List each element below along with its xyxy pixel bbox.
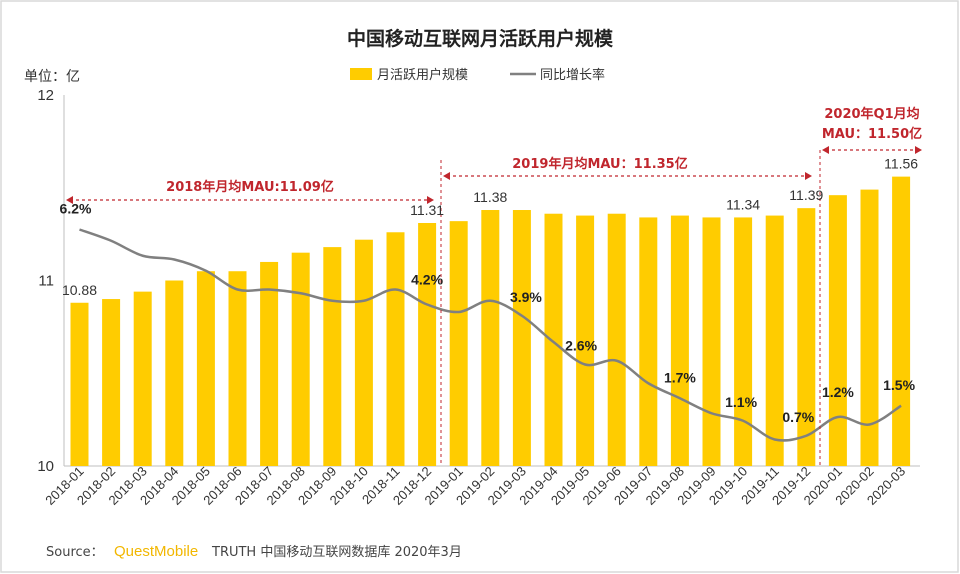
bar [481,210,500,466]
annotation-2020-q1: 2020年Q1月均 [824,106,919,122]
growth-line-path [79,228,902,442]
source-note: Source： QuestMobile TRUTH 中国移动互联网数据库 202… [46,543,462,560]
growth-rate-label: 3.9% [510,289,542,305]
bar [133,291,152,466]
bars [70,176,911,467]
growth-rate-label: 4.2% [411,272,443,288]
growth-rate-label: 1.2% [822,384,854,400]
bar [260,261,279,466]
bar [860,189,879,467]
growth-rate-label: 1.7% [664,369,696,385]
bar [354,239,373,466]
bar [734,217,753,466]
bar [228,271,247,466]
bar-value-label: 11.34 [726,196,760,212]
bar [765,215,784,466]
bar-value-label: 11.38 [473,189,507,205]
bar [386,232,405,466]
bar [607,213,626,466]
bar [418,222,437,466]
bar [670,215,689,466]
bar [449,221,468,466]
bar [576,215,595,466]
bar [165,280,184,466]
data-labels: 10.88 11.31 11.38 11.34 11.39 11.56 6.2% 4.2% 3.… [60,156,919,425]
bar [291,252,310,466]
bar [639,217,658,466]
chart-title: 中国移动互联网月活跃用户规模 [347,27,614,50]
annotation-arrow-head [443,172,450,180]
unit-label: 单位：亿 [24,69,80,85]
annotation-2020-q1: MAU：11.50亿 [822,126,922,142]
y-tick-label: 10 [37,458,54,475]
legend-bar-label: 月活跃用户规模 [377,67,468,83]
annotation-arrow-head [915,146,922,154]
growth-rate-label: 2.6% [565,338,597,354]
growth-rate-label: 1.1% [725,394,757,410]
bar [797,208,816,466]
legend: 月活跃用户规模 同比增长率 [350,67,605,83]
annotation-arrow-head [66,196,73,204]
bar-value-label: 11.31 [410,202,444,218]
legend-line-label: 同比增长率 [540,67,605,83]
annotation-2019: 2019年月均MAU：11.35亿 [512,156,687,172]
bar-value-label: 11.56 [884,156,918,172]
annotation-arrow-head [822,146,829,154]
bar [892,176,911,466]
y-ticks: 10 11 12 [37,87,54,475]
y-tick-label: 12 [37,87,54,104]
bar [544,213,563,466]
bar [323,247,342,466]
annotation-2018: 2018年月均MAU:11.09亿 [166,179,334,195]
bar [702,217,721,466]
annotation-arrow-head [427,196,434,204]
growth-rate-label: 1.5% [883,377,915,393]
source-text: TRUTH 中国移动互联网数据库 2020年3月 [211,544,462,560]
bar [512,210,531,466]
x-ticks: 2018-012018-022018-032018-042018-052018-… [42,464,908,508]
legend-bar-swatch [350,68,372,80]
growth-rate-label: 0.7% [782,409,814,425]
y-tick-label: 11 [38,273,54,290]
growth-rate-label: 6.2% [60,201,92,217]
source-label: Source： [46,545,104,560]
bar-value-label: 10.88 [62,282,97,298]
annotations: 2018年月均MAU:11.09亿 2019年月均MAU：11.35亿 2020年Q… [66,106,922,466]
growth-line [79,228,902,442]
bar-value-label: 11.39 [789,187,823,203]
bar [70,302,89,466]
annotation-arrow-head [805,172,812,180]
bar [102,299,121,466]
bar [196,271,215,466]
source-brand: QuestMobile [114,543,198,560]
bar [828,195,847,467]
